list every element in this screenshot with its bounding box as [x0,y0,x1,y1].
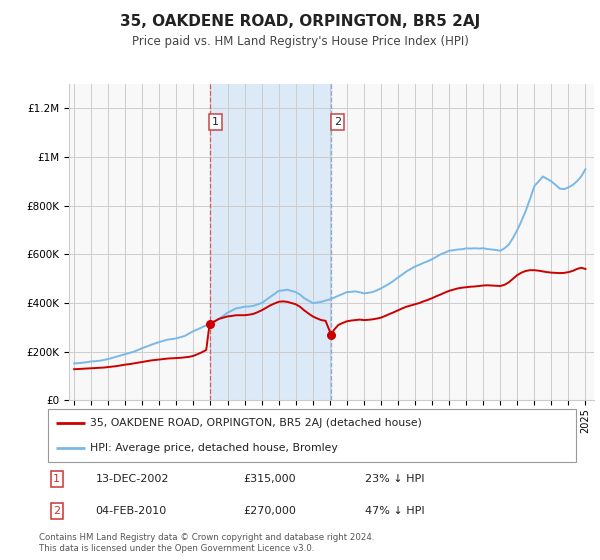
FancyBboxPatch shape [48,409,576,462]
Text: 35, OAKDENE ROAD, ORPINGTON, BR5 2AJ: 35, OAKDENE ROAD, ORPINGTON, BR5 2AJ [120,14,480,29]
Text: HPI: Average price, detached house, Bromley: HPI: Average price, detached house, Brom… [90,442,338,452]
Text: 2: 2 [334,117,341,127]
Text: 13-DEC-2002: 13-DEC-2002 [95,474,169,484]
Text: £270,000: £270,000 [244,506,296,516]
Text: Contains HM Land Registry data © Crown copyright and database right 2024.
This d: Contains HM Land Registry data © Crown c… [39,533,374,553]
Text: 1: 1 [53,474,60,484]
Text: 2: 2 [53,506,61,516]
Bar [209,84,331,400]
Text: 04-FEB-2010: 04-FEB-2010 [95,506,167,516]
Text: 47% ↓ HPI: 47% ↓ HPI [365,506,424,516]
Text: £315,000: £315,000 [244,474,296,484]
Text: 35, OAKDENE ROAD, ORPINGTON, BR5 2AJ (detached house): 35, OAKDENE ROAD, ORPINGTON, BR5 2AJ (de… [90,418,422,428]
Text: 23% ↓ HPI: 23% ↓ HPI [365,474,424,484]
Text: 1: 1 [212,117,219,127]
Text: Price paid vs. HM Land Registry's House Price Index (HPI): Price paid vs. HM Land Registry's House … [131,35,469,48]
